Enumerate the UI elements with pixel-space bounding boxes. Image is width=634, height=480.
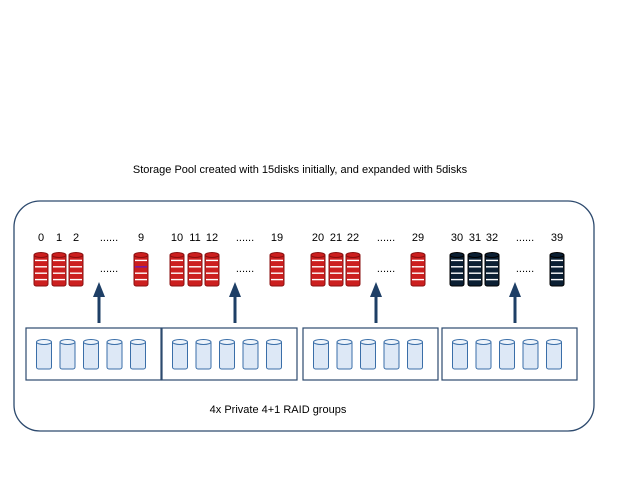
pool-disk (484, 252, 500, 287)
raid-disk (499, 339, 515, 370)
disk-index-label: 0 (38, 232, 44, 244)
disk-index-label: ...... (100, 232, 118, 244)
up-arrow-icon (229, 282, 241, 323)
disk-index-label: 39 (551, 232, 563, 244)
raid-disk (266, 339, 282, 370)
disk-index-label: 20 (312, 232, 324, 244)
raid-disk (360, 339, 376, 370)
disk-index-label: ...... (516, 232, 534, 244)
up-arrow-icon (370, 282, 382, 323)
raid-disk (83, 339, 99, 370)
pool-disk (345, 252, 361, 287)
disk-index-label: ...... (377, 232, 395, 244)
pool-disk (68, 252, 84, 287)
raid-disk (452, 339, 468, 370)
raid-disk (407, 339, 423, 370)
ellipsis-dots: ...... (236, 263, 254, 275)
pool-disk (467, 252, 483, 287)
raid-disk (313, 339, 329, 370)
disk-index-label: 2 (73, 232, 79, 244)
raid-disk (195, 339, 212, 370)
raid-disk (36, 339, 52, 370)
disk-index-label: 1 (56, 232, 62, 244)
raid-groups-caption: 4x Private 4+1 RAID groups (210, 404, 347, 416)
disk-index-label: 11 (189, 232, 200, 244)
disk-index-label: 29 (412, 232, 424, 244)
pool-disk (328, 252, 344, 287)
disk-index-label: 19 (271, 232, 283, 244)
disk-index-label: 31 (469, 232, 481, 244)
disk-index-label: 32 (486, 232, 498, 244)
disk-index-label: 21 (330, 232, 342, 244)
disk-index-label: 12 (206, 232, 218, 244)
group-1: 0 1 2...... 9...... (25, 232, 162, 381)
groups-layer: 0 1 2...... 9......10 11 12...... 19......20 21… (25, 232, 578, 381)
pool-disk (410, 252, 426, 287)
pool-disk (169, 252, 185, 287)
raid-disk (219, 339, 235, 370)
pool-disk (133, 252, 149, 287)
pool-disk (549, 252, 565, 287)
disk-index-label: 22 (347, 232, 359, 244)
pool-disk (33, 252, 49, 287)
diagram-title: Storage Pool created with 15disks initia… (133, 164, 468, 176)
disk-index-label: 10 (171, 232, 183, 244)
raid-disk (130, 339, 146, 370)
pool-disk (204, 252, 220, 287)
raid-disk (59, 339, 76, 370)
pool-disk (269, 252, 285, 287)
raid-disk (106, 339, 123, 370)
raid-disk (546, 339, 562, 370)
raid-disk (172, 339, 188, 370)
ellipsis-dots: ...... (516, 263, 534, 275)
ellipsis-dots: ...... (377, 263, 395, 275)
group-3: 20 21 22...... 29...... (302, 232, 439, 381)
disk-index-label: 30 (451, 232, 463, 244)
raid-disk (242, 339, 259, 370)
raid-disk (383, 339, 400, 370)
pool-disk (51, 252, 67, 287)
raid-disk (475, 339, 492, 370)
raid-disk (522, 339, 539, 370)
disk-index-label: ...... (236, 232, 254, 244)
ellipsis-dots: ...... (100, 263, 118, 275)
disk-index-label: 9 (138, 232, 144, 244)
pool-disk (187, 252, 203, 287)
group-2: 10 11 12...... 19...... (161, 232, 298, 381)
group-4: 30 31 32...... 39...... (441, 232, 578, 381)
pool-disk (449, 252, 465, 287)
raid-disk (336, 339, 353, 370)
up-arrow-icon (509, 282, 521, 323)
up-arrow-icon (93, 282, 105, 323)
pool-disk (310, 252, 326, 287)
